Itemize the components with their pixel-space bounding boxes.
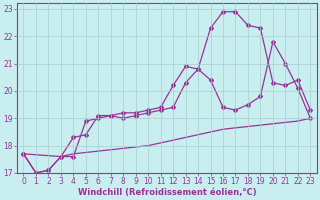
X-axis label: Windchill (Refroidissement éolien,°C): Windchill (Refroidissement éolien,°C)	[77, 188, 256, 197]
